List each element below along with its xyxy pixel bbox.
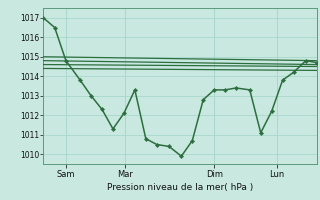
X-axis label: Pression niveau de la mer( hPa ): Pression niveau de la mer( hPa ) <box>107 183 253 192</box>
